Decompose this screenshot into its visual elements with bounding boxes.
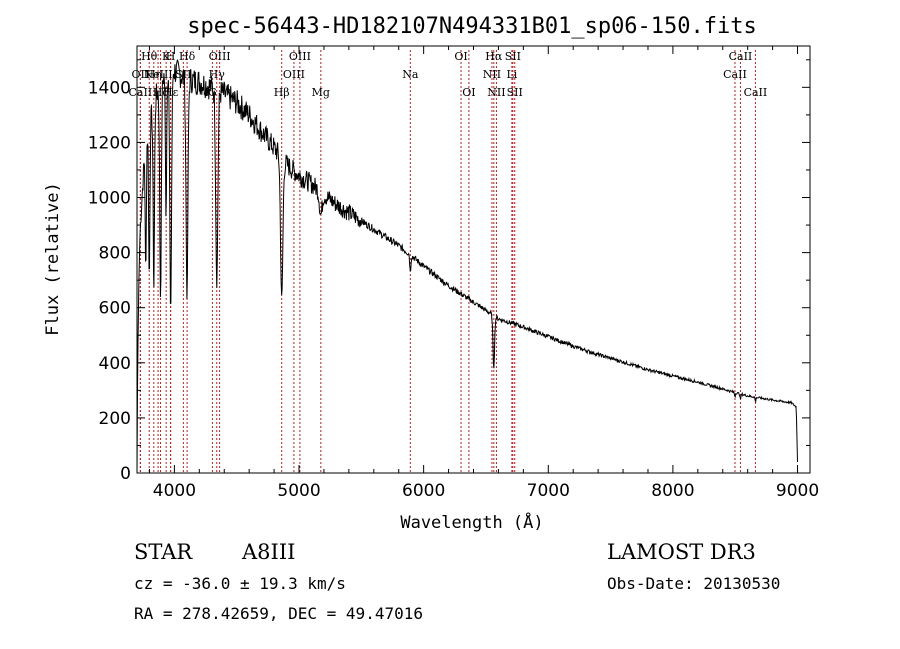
x-tick-label: 6000 [402,481,445,501]
y-tick-label: 800 [99,244,131,264]
x-ticks-group: 4000 5000 6000 7000 8000 9000 [148,46,819,501]
y-tick-label: 0 [120,464,131,484]
object-subclass: A8III [242,540,296,564]
x-tick-label: 9000 [776,481,819,501]
marker-label: Hη [146,68,162,81]
x-axis-label: Wavelength (Å) [400,511,543,533]
marker-label: CaII [744,86,768,99]
y-ticks-group: 0 200 400 600 800 1000 1200 1400 [88,59,810,484]
marker-label: Hα [485,50,503,63]
marker-label: Hθ [141,50,158,63]
y-tick-label: 400 [99,354,131,374]
marker-label: OI [462,86,475,99]
marker-label: NII [483,68,501,81]
y-tick-label: 1400 [88,78,131,98]
marker-label: OIII [209,50,231,63]
obs-date: Obs-Date: 20130530 [607,574,781,593]
marker-label: Mg [312,86,330,99]
chart-title: spec-56443-HD182107N494331B01_sp06-150.f… [187,14,757,39]
y-axis-label: Flux (relative) [43,182,63,336]
marker-label: NeIII [143,68,172,81]
marker-label: OII [132,68,150,81]
marker-lines-group [139,50,756,473]
x-tick-label: 7000 [527,481,570,501]
marker-label: Li [506,68,517,81]
marker-label: Na [402,68,419,81]
y-tick-label: 600 [99,299,131,319]
y-tick-label: 1000 [88,189,131,209]
marker-label: Hγ [209,68,226,81]
marker-label: CaII [723,68,747,81]
marker-label: OI [454,50,467,63]
marker-label: SII [507,86,523,99]
y-tick-label: 1200 [88,133,131,153]
object-class: STAR [134,540,193,564]
marker-label: NII [487,86,505,99]
coordinates: RA = 278.42659, DEC = 49.47016 [134,604,423,623]
marker-label: H [166,50,176,63]
marker-label: SII [505,50,521,63]
y-tick-label: 200 [99,409,131,429]
marker-label: CaII [129,86,153,99]
marker-label: Hδ [179,50,196,63]
marker-label: OIII [289,50,311,63]
spectrum-line [136,59,798,474]
redshift-cz: cz = -36.0 ± 19.3 km/s [134,574,346,593]
x-tick-label: 4000 [153,481,196,501]
survey-name: LAMOST DR3 [607,540,756,564]
marker-label: OIII [283,68,305,81]
marker-label: CaII [729,50,753,63]
x-tick-label: 5000 [277,481,320,501]
x-tick-label: 8000 [651,481,694,501]
marker-label: K [162,50,171,63]
marker-label: Hβ [274,86,290,99]
